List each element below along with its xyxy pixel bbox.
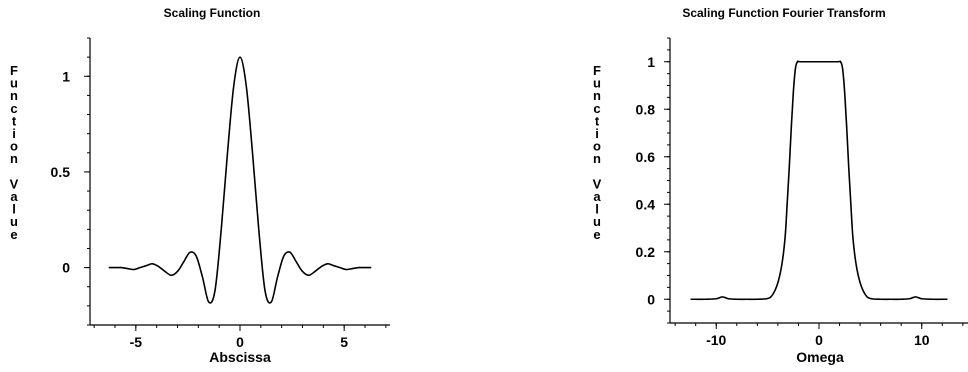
y-tick-label: 0.5 bbox=[51, 164, 71, 180]
y-axis-label-char: t bbox=[12, 113, 17, 128]
y-axis-label-char: n bbox=[593, 88, 601, 103]
y-axis-label-char: l bbox=[12, 202, 16, 217]
x-tick-label: 0 bbox=[815, 332, 823, 348]
x-axis: -10 0 10 bbox=[670, 322, 968, 348]
y-axis-label-char: F bbox=[593, 63, 601, 78]
chart-title: Scaling Function bbox=[164, 6, 261, 20]
y-axis-label-char: n bbox=[593, 151, 601, 166]
y-axis-label-char: t bbox=[595, 113, 600, 128]
data-line bbox=[690, 60, 948, 301]
y-axis-label-char: n bbox=[10, 88, 18, 103]
x-axis-label: Omega bbox=[796, 349, 844, 365]
y-tick-label: 0.4 bbox=[636, 196, 656, 212]
y-axis-label-char: a bbox=[10, 189, 18, 204]
y-axis-label-char: o bbox=[10, 139, 18, 154]
y-axis-label-char: e bbox=[593, 227, 600, 242]
y-axis-label-char: i bbox=[12, 126, 16, 141]
y-tick-label: 0 bbox=[647, 291, 655, 307]
y-axis-label-char: u bbox=[593, 214, 601, 229]
y-axis-label-char: n bbox=[10, 151, 18, 166]
x-axis: -5 0 5 bbox=[90, 324, 390, 350]
y-tick-label: 0.6 bbox=[636, 149, 656, 165]
y-axis-label-char: V bbox=[10, 176, 19, 191]
y-axis-label-char: l bbox=[595, 202, 599, 217]
y-axis-label-char: o bbox=[593, 139, 601, 154]
data-line bbox=[108, 56, 372, 304]
y-axis-label-char: u bbox=[10, 214, 18, 229]
x-axis-label: Abscissa bbox=[209, 349, 271, 365]
y-axis-label-char: V bbox=[593, 176, 602, 191]
x-tick-label: -5 bbox=[130, 334, 143, 350]
y-axis-label-char: F bbox=[10, 63, 18, 78]
y-axis-label-char: u bbox=[10, 76, 18, 91]
x-tick-label: 0 bbox=[236, 334, 244, 350]
y-axis: 0 0.2 0.4 0.6 0.8 1 bbox=[636, 37, 671, 324]
y-tick-label: 0.2 bbox=[636, 244, 656, 260]
x-tick-label: -10 bbox=[706, 332, 726, 348]
y-tick-label: 1 bbox=[62, 68, 70, 84]
y-axis-label-char: u bbox=[593, 76, 601, 91]
x-tick-label: 5 bbox=[340, 334, 348, 350]
y-axis-label-char: c bbox=[593, 101, 600, 116]
y-tick-label: 0 bbox=[62, 260, 70, 276]
y-tick-label: 1 bbox=[647, 54, 655, 70]
fourier-transform-chart: Scaling Function Fourier Transform Funct… bbox=[593, 6, 968, 365]
y-axis-label-char: i bbox=[595, 126, 599, 141]
chart-title: Scaling Function Fourier Transform bbox=[682, 6, 885, 20]
y-axis-label-char: e bbox=[10, 227, 17, 242]
y-axis: 00.51 bbox=[51, 37, 91, 326]
x-tick-label: 10 bbox=[914, 332, 930, 348]
y-axis-label-char: a bbox=[593, 189, 601, 204]
y-tick-label: 0.8 bbox=[636, 101, 656, 117]
y-axis-label-char: c bbox=[10, 101, 17, 116]
